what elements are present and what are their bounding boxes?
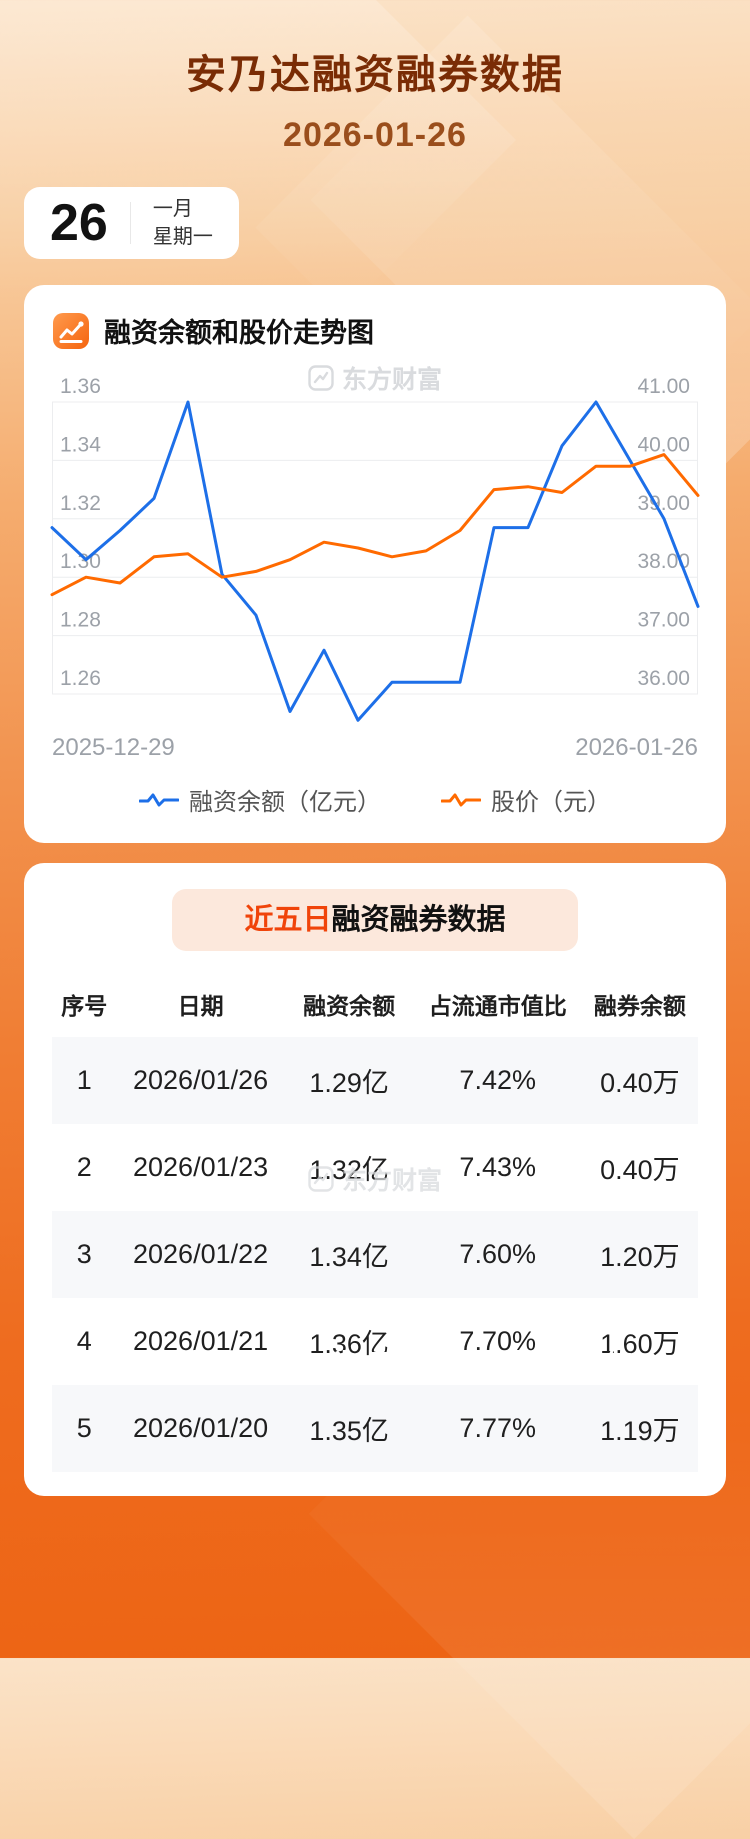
table-cell: 5 xyxy=(76,1413,92,1443)
table-cell: 0.40万 xyxy=(600,1068,680,1098)
svg-text:37.00: 37.00 xyxy=(637,609,690,632)
table-row: 4 2026/01/21 1.36亿 7.70% 1.60万 xyxy=(52,1298,698,1385)
table-header-cell: 日期 xyxy=(177,993,224,1019)
x-axis-start-label: 2025-12-29 xyxy=(52,734,175,761)
table-title-highlight: 近五日 xyxy=(244,904,332,936)
table-header-row: 序号 日期 融资余额 占流通市值比 融券余额 xyxy=(52,971,698,1037)
table-cell: 0.40万 xyxy=(600,1155,680,1185)
svg-text:1.34: 1.34 xyxy=(60,433,101,456)
svg-text:40.00: 40.00 xyxy=(637,433,690,456)
svg-text:1.28: 1.28 xyxy=(60,609,101,632)
table-header-cell: 融资余额 xyxy=(303,993,396,1019)
trend-chart-svg: 1.36 41.001.34 40.001.32 39.001.30 38.001.28… xyxy=(50,375,700,722)
table-body: 1 2026/01/26 1.29亿 7.42% 0.40万 2 2026/01/23 1.3… xyxy=(52,1037,698,1472)
weekday-label: 星期一 xyxy=(152,226,213,248)
table-cell: 2026/01/20 xyxy=(133,1413,269,1443)
svg-text:41.00: 41.00 xyxy=(637,375,690,398)
table-cell: 1.19万 xyxy=(600,1416,680,1446)
table-cell: 1.35亿 xyxy=(309,1416,389,1446)
page-date: 2026-01-26 xyxy=(283,116,467,154)
table-cell: 3 xyxy=(76,1239,92,1269)
table-cell: 1.29亿 xyxy=(309,1068,389,1098)
table-cell: 7.43% xyxy=(459,1152,536,1182)
table-row: 1 2026/01/26 1.29亿 7.42% 0.40万 xyxy=(52,1037,698,1124)
legend-line-icon xyxy=(139,793,179,806)
chart-legend: 融资余额（亿元） 股价（元） xyxy=(52,782,698,817)
day-number: 26 xyxy=(50,194,108,252)
table-cell: 1.20万 xyxy=(600,1242,680,1272)
table-header-cell: 融券余额 xyxy=(593,993,686,1019)
month-label: 一月 xyxy=(152,198,193,220)
table-title-rest: 融资融券数据 xyxy=(331,904,506,936)
legend-line-icon xyxy=(441,793,481,806)
chart-card-header: 融资余额和股价走势图 xyxy=(52,311,698,350)
legend-label: 股价（元） xyxy=(491,789,611,816)
date-card: 26 一月 星期一 xyxy=(24,187,239,259)
footer-slogan: 链接人与财富·为用户创造更多价值 xyxy=(112,1350,638,1382)
legend-item: 融资余额（亿元） xyxy=(139,782,381,817)
table-cell: 7.42% xyxy=(459,1065,536,1095)
table-header-cell: 占流通市值比 xyxy=(428,993,567,1019)
month-weekday: 一月 星期一 xyxy=(153,195,213,251)
svg-text:1.26: 1.26 xyxy=(60,667,101,690)
chart-card: 融资余额和股价走势图 东方财富 1.36 41.00 1.34 40.00 1.32 39… xyxy=(24,285,726,843)
svg-text:1.32: 1.32 xyxy=(60,492,101,515)
table-cell: 4 xyxy=(76,1326,92,1356)
chart-icon xyxy=(53,312,89,349)
table-row: 2 2026/01/23 1.32亿 7.43% 0.40万 xyxy=(52,1124,698,1211)
margin-data-table: 序号 日期 融资余额 占流通市值比 融券余额 1 2026/01/26 1.29亿 7.42%… xyxy=(52,971,698,1472)
page: 安乃达融资融券数据 2026-01-26 26 一月 星期一 融资余额和股价走势… xyxy=(24,53,726,1496)
table-cell: 1.36亿 xyxy=(309,1329,389,1359)
svg-text:36.00: 36.00 xyxy=(637,667,690,690)
page-title: 安乃达融资融券数据 xyxy=(186,53,564,97)
table-row: 3 2026/01/22 1.34亿 7.60% 1.20万 xyxy=(52,1211,698,1298)
table-cell: 1 xyxy=(76,1065,92,1095)
table-cell: 7.70% xyxy=(459,1326,536,1356)
table-cell: 7.77% xyxy=(459,1413,536,1443)
table-cell: 1.34亿 xyxy=(309,1242,389,1272)
table-cell: 2026/01/22 xyxy=(133,1239,269,1269)
trend-chart: 东方财富 1.36 41.00 1.34 40.00 1.32 39.00 1.30 38.0… xyxy=(50,365,700,817)
table-row: 5 2026/01/20 1.35亿 7.77% 1.19万 xyxy=(52,1385,698,1472)
table-cell: 7.60% xyxy=(459,1239,536,1269)
chart-title: 融资余额和股价走势图 xyxy=(104,318,374,348)
svg-text:39.00: 39.00 xyxy=(637,492,690,515)
table-card: 近五日融资融券数据 东方财富 序号 日期 融资余额 占流通市值比 融券余额 1 2026/… xyxy=(24,863,726,1496)
divider xyxy=(129,202,131,244)
legend-item: 股价（元） xyxy=(441,782,611,817)
legend-label: 融资余额（亿元） xyxy=(189,789,381,816)
table-cell: 2026/01/23 xyxy=(133,1152,269,1182)
table-header-cell: 序号 xyxy=(61,993,108,1019)
x-axis-labels: 2025-12-29 2026-01-26 xyxy=(52,734,698,762)
table-cell: 1.60万 xyxy=(600,1329,680,1359)
table-cell: 2026/01/21 xyxy=(133,1326,269,1356)
svg-text:1.36: 1.36 xyxy=(60,375,101,398)
table-cell: 2026/01/26 xyxy=(133,1065,269,1095)
table-cell: 2 xyxy=(76,1152,92,1182)
table-cell: 1.32亿 xyxy=(309,1155,389,1185)
table-title-tab: 近五日融资融券数据 xyxy=(172,889,578,951)
x-axis-end-label: 2026-01-26 xyxy=(575,734,698,761)
